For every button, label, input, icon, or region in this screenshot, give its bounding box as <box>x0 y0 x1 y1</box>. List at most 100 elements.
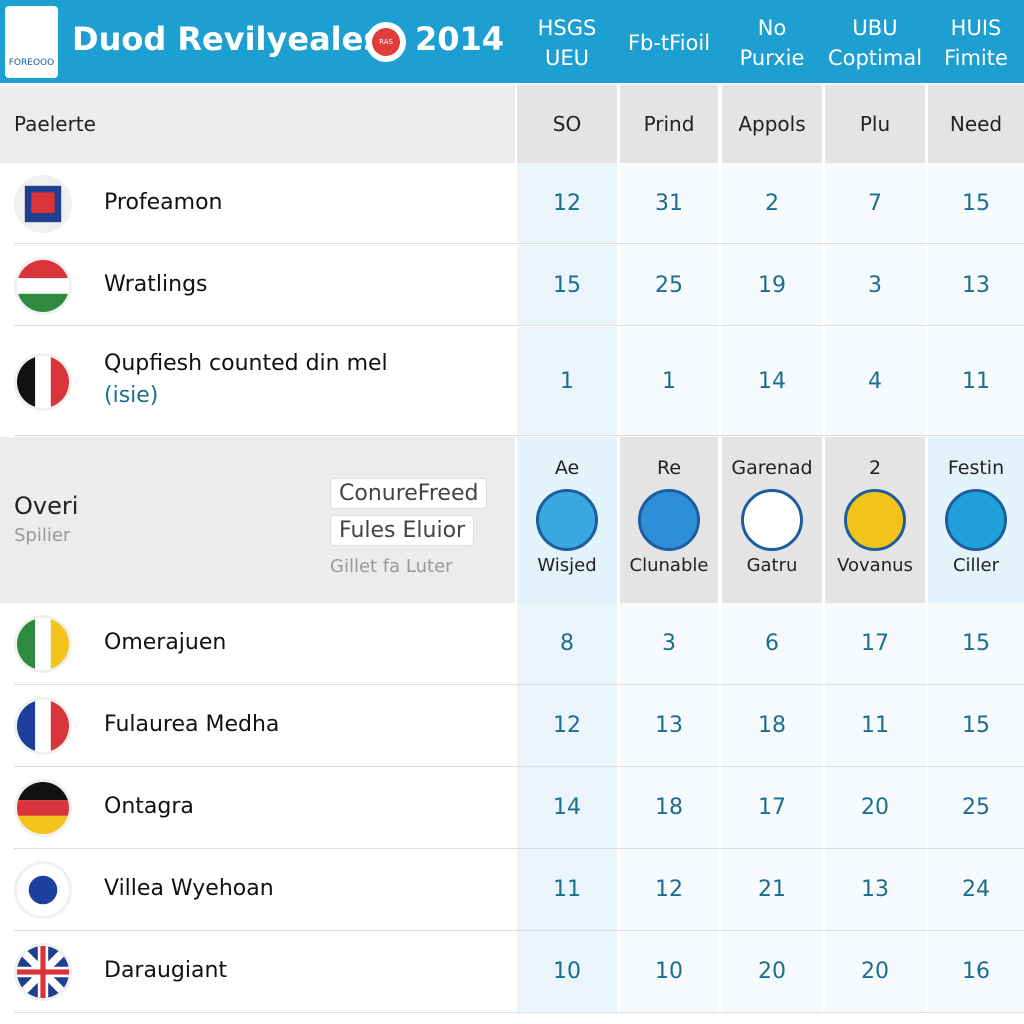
title: Duod Revilyeales <box>72 20 383 58</box>
logo: FOREOOO <box>5 6 58 78</box>
row-name: Wratlings <box>104 271 208 297</box>
value-cell: 14 <box>517 767 617 848</box>
value-cell: 17 <box>722 767 822 848</box>
value-cell: 20 <box>825 767 925 848</box>
row-line <box>14 243 1024 244</box>
value-cell: 25 <box>928 767 1024 848</box>
column-icon <box>638 489 700 551</box>
middle-column: Festin Ciller <box>928 437 1024 603</box>
row-name: Profeamon <box>104 189 223 215</box>
flag-icon <box>17 782 69 834</box>
row-line <box>14 684 1024 685</box>
value-cell: 12 <box>620 849 718 930</box>
value-cell: 20 <box>825 931 925 1012</box>
value-cell: 15 <box>928 163 1024 243</box>
value-cell: 3 <box>620 603 718 684</box>
column-header-line: Purxie <box>739 46 805 70</box>
column-icon <box>945 489 1007 551</box>
flag <box>14 352 72 411</box>
value-cell: 11 <box>928 327 1024 435</box>
flag <box>14 779 72 837</box>
button[interactable]: Fules Eluior <box>330 515 475 546</box>
middle-column: Garenad Gatru <box>722 437 822 603</box>
row-name: Villea Wyehoan <box>104 876 274 901</box>
value-cell: 1 <box>517 327 617 435</box>
flag-icon <box>24 185 62 222</box>
value-cell: 11 <box>517 849 617 930</box>
year: 2014 <box>415 20 505 58</box>
middle-subtitle: Spilier <box>14 525 71 546</box>
column-header-line: Fimite <box>944 46 1008 70</box>
column-header-line: Fb-tFioil <box>627 31 711 55</box>
middle-column: 2 Vovanus <box>825 437 925 603</box>
flag <box>14 615 72 673</box>
subheader-cell: Appols <box>722 85 822 163</box>
value-cell: 14 <box>722 327 822 435</box>
column-header: UBU Coptimal <box>825 8 925 78</box>
value-cell: 10 <box>517 931 617 1012</box>
column-bottom: Vovanus <box>837 555 913 576</box>
row-line <box>14 848 1024 849</box>
subheader-cell: SO <box>517 85 617 163</box>
value-cell: 18 <box>620 767 718 848</box>
middle-column: Re Clunable <box>620 437 718 603</box>
column-top: Re <box>656 457 682 479</box>
value-cell: 25 <box>620 245 718 325</box>
value-cell: 3 <box>825 245 925 325</box>
column-top: Ae <box>554 457 580 479</box>
row-name: Omerajuen <box>104 630 227 655</box>
value-cell: 12 <box>517 163 617 243</box>
value-cell: 15 <box>928 685 1024 766</box>
row-name: Fulaurea Medha <box>104 712 280 737</box>
column-header-line: UEU <box>544 46 589 70</box>
subheader-cell: Prind <box>620 85 718 163</box>
value-cell: 2 <box>722 163 822 243</box>
badge-inner: RAS <box>372 28 400 56</box>
value-cell: 21 <box>722 849 822 930</box>
value-cell: 13 <box>620 685 718 766</box>
value-cell: 10 <box>620 931 718 1012</box>
value-cell: 15 <box>517 245 617 325</box>
row-name: Daraugiant <box>104 958 228 983</box>
column-header: HSGS UEU <box>517 8 617 78</box>
value-cell: 17 <box>825 603 925 684</box>
column-top: Festin <box>947 457 1005 479</box>
top-bar <box>0 0 1024 83</box>
flag <box>14 697 72 755</box>
value-cell: 11 <box>825 685 925 766</box>
column-bottom: Gatru <box>746 555 798 576</box>
value-cell: 12 <box>517 685 617 766</box>
row-name: Ontagra <box>104 794 194 819</box>
flag-icon <box>17 259 69 312</box>
column-top: 2 <box>868 457 882 479</box>
value-cell: 8 <box>517 603 617 684</box>
value-cell: 13 <box>928 245 1024 325</box>
value-cell: 4 <box>825 327 925 435</box>
middle-title: Overi <box>14 492 79 520</box>
value-cell: 15 <box>928 603 1024 684</box>
row-line <box>14 1012 1024 1013</box>
flag <box>14 861 72 919</box>
row-name: Qupfiesh counted din mel <box>104 351 388 376</box>
column-header: HUIS Fimite <box>928 8 1024 78</box>
subheader-bg <box>0 85 515 163</box>
column-header-line: UBU <box>852 16 898 40</box>
subheader-label: Paelerte <box>14 112 96 136</box>
column-icon <box>844 489 906 551</box>
column-header: No Purxie <box>722 8 822 78</box>
value-cell: 24 <box>928 849 1024 930</box>
column-bottom: Wisjed <box>537 555 597 576</box>
value-cell: 18 <box>722 685 822 766</box>
value-cell: 1 <box>620 327 718 435</box>
link[interactable]: Gillet fa Luter <box>330 556 453 577</box>
column-header-line: HSGS <box>537 16 597 40</box>
value-cell: 31 <box>620 163 718 243</box>
flag-icon <box>17 864 69 916</box>
column-bottom: Ciller <box>952 555 1000 576</box>
value-cell: 6 <box>722 603 822 684</box>
button[interactable]: ConureFreed <box>330 478 488 509</box>
row-line <box>14 766 1024 767</box>
flag-icon <box>17 355 69 408</box>
logo-text: FOREOOO <box>8 58 55 68</box>
